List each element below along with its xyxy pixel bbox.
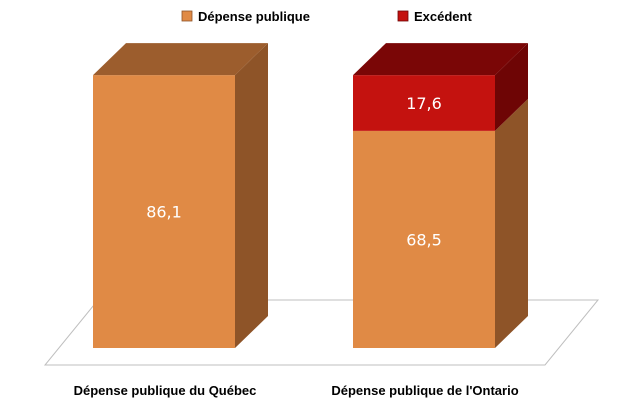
legend-swatch-depense-publique bbox=[181, 10, 193, 22]
category-label-ontario: Dépense publique de l'Ontario bbox=[331, 383, 518, 398]
data-label-ontario-depense-publique: 68,5 bbox=[406, 230, 442, 249]
bar-ontario-excedent bbox=[353, 75, 495, 131]
legend-label-depense-publique: Dépense publique bbox=[198, 9, 310, 24]
bar-top-quebec bbox=[93, 43, 268, 76]
bar-side-ontario-depense-publique bbox=[495, 98, 528, 348]
bar-quebec-depense-publique bbox=[93, 75, 235, 349]
legend-swatch-excedent bbox=[397, 10, 409, 22]
legend: Dépense publique Excédent bbox=[181, 9, 472, 24]
category-label-quebec: Dépense publique du Québec bbox=[74, 383, 257, 398]
data-label-ontario-excedent: 17,6 bbox=[406, 94, 442, 113]
bar-ontario-depense-publique bbox=[353, 130, 495, 348]
bar-top-ontario bbox=[353, 43, 528, 76]
bar-side-quebec-depense-publique bbox=[235, 43, 268, 349]
bars: 86,1 68,5 17,6 bbox=[93, 43, 528, 349]
data-label-quebec-depense-publique: 86,1 bbox=[146, 203, 182, 222]
bar-side-ontario-excedent bbox=[495, 43, 528, 131]
legend-label-excedent: Excédent bbox=[414, 9, 472, 24]
